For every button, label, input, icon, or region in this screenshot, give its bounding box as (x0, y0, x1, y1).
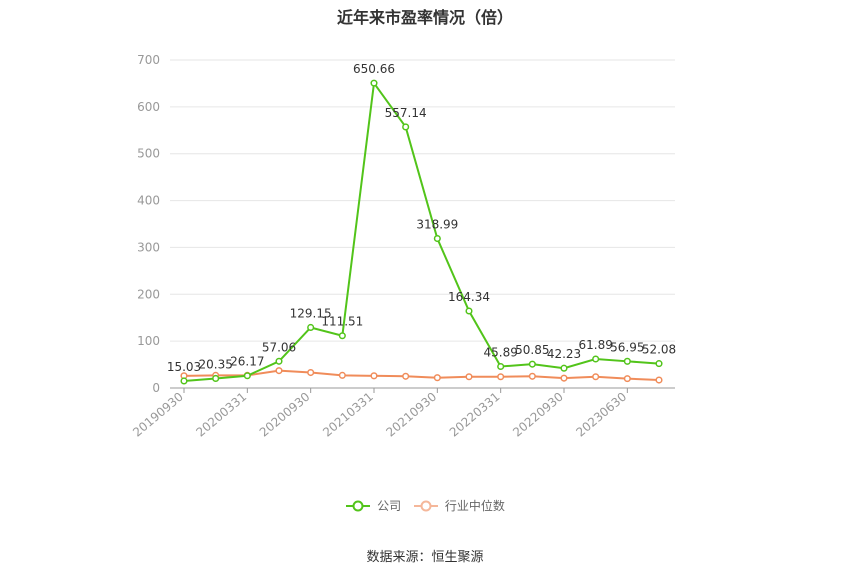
y-tick-label: 200 (137, 287, 160, 301)
data-point (402, 372, 410, 380)
grid-lines (170, 59, 675, 342)
data-point (465, 373, 473, 381)
data-point (212, 374, 220, 383)
data-point (370, 79, 378, 87)
data-label: 57.06 (262, 340, 296, 354)
data-label: 45.89 (483, 345, 517, 359)
data-label: 56.95 (610, 340, 644, 354)
data-point (180, 377, 188, 385)
data-point (402, 123, 410, 131)
y-axis-ticks: 0 100 200 300 400 500 600 700 (137, 53, 160, 395)
data-label: 42.23 (547, 347, 581, 361)
data-label: 20.35 (198, 357, 232, 371)
y-tick-label: 0 (152, 381, 160, 395)
data-point (370, 372, 378, 380)
y-tick-label: 700 (137, 53, 160, 67)
legend: 公司 行业中位数 (0, 497, 850, 515)
data-label: 650.66 (353, 62, 395, 76)
x-tick-label: 20220930 (510, 390, 566, 440)
y-tick-label: 600 (137, 100, 160, 114)
series-line-1 (183, 369, 660, 382)
data-point (433, 234, 441, 243)
legend-company-icon (346, 500, 371, 511)
legend-item-company[interactable]: 公司 (345, 497, 401, 514)
data-point (275, 367, 283, 375)
x-tick-label: 20190930 (130, 390, 186, 440)
data-point (655, 376, 663, 384)
y-tick-label: 400 (137, 194, 160, 208)
data-point (592, 373, 600, 381)
data-label: 557.14 (385, 106, 427, 120)
data-point (497, 362, 505, 371)
data-label: 61.89 (578, 338, 612, 352)
data-label: 26.17 (230, 355, 264, 369)
data-point (433, 374, 441, 382)
data-point (497, 373, 505, 381)
series-line-0 (183, 80, 660, 382)
x-tick-label: 20200930 (257, 390, 313, 440)
data-label: 52.08 (642, 343, 676, 357)
x-tick-label: 20210930 (383, 390, 439, 440)
data-point (623, 375, 631, 383)
legend-industry-label: 行业中位数 (444, 499, 505, 513)
x-tick-label: 20230630 (573, 390, 629, 440)
data-point (655, 360, 663, 368)
legend-item-industry[interactable]: 行业中位数 (413, 497, 505, 514)
data-label: 129.15 (290, 306, 332, 320)
legend-company-label: 公司 (377, 499, 402, 513)
data-point (275, 357, 283, 365)
data-label: 318.99 (416, 218, 458, 232)
data-label: 164.34 (448, 290, 490, 304)
series-layer (180, 79, 663, 385)
y-tick-label: 500 (137, 147, 160, 161)
data-point (528, 372, 536, 380)
data-point (243, 372, 251, 380)
data-point (338, 371, 346, 379)
legend-industry-icon (413, 500, 438, 511)
x-axis: 20190930 20200331 20200930 20210331 20210930… (130, 387, 675, 440)
data-point (560, 364, 568, 372)
data-point (528, 360, 536, 368)
data-label: 111.51 (321, 315, 363, 329)
data-label: 15.03 (167, 360, 201, 374)
data-point (307, 368, 315, 377)
source-note: 数据来源：恒生聚源 (366, 550, 484, 565)
data-point (338, 332, 346, 340)
chart-title: 近年来市盈率情况（倍） (336, 8, 513, 27)
x-tick-label: 20200331 (193, 390, 249, 440)
data-point (465, 307, 473, 315)
x-tick-label: 20210331 (320, 390, 376, 440)
data-label: 50.85 (515, 343, 549, 357)
y-tick-label: 300 (137, 240, 160, 254)
data-point (592, 355, 600, 363)
y-tick-label: 100 (137, 334, 160, 348)
data-point (623, 357, 631, 365)
x-tick-label: 20220331 (447, 390, 503, 440)
data-point (307, 323, 315, 332)
data-point (560, 374, 568, 382)
